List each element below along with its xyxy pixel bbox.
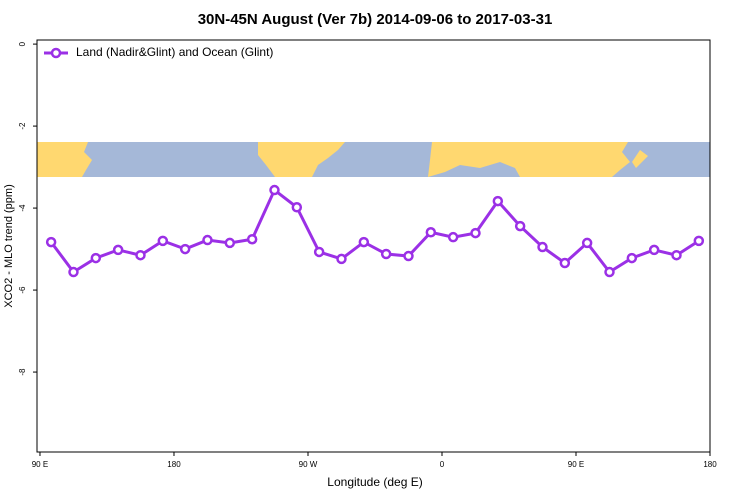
data-point: [403, 250, 414, 262]
data-point: [45, 236, 57, 248]
x-tick-label: 90 E: [568, 460, 584, 469]
y-tick-label: -2: [18, 122, 27, 130]
data-point: [336, 253, 347, 265]
data-point: [68, 266, 79, 278]
data-point: [112, 244, 124, 256]
data-point: [648, 244, 660, 256]
data-point: [313, 246, 325, 258]
map-strip: [37, 142, 710, 177]
x-tick-label: 180: [167, 460, 181, 469]
data-point: [224, 237, 236, 249]
data-point: [671, 249, 682, 261]
plot-frame: [36, 39, 711, 453]
data-point: [626, 252, 638, 264]
data-point: [90, 252, 102, 264]
data-point: [157, 235, 169, 247]
x-tick-label: 90 W: [299, 460, 318, 469]
data-point: [269, 184, 280, 196]
data-point: [380, 248, 392, 260]
y-tick-label: 0: [18, 41, 27, 46]
x-tick-label: 180: [703, 460, 717, 469]
legend-label: Land (Nadir&Glint) and Ocean (Glint): [76, 45, 273, 59]
legend-marker: [50, 47, 62, 59]
data-point: [202, 234, 213, 246]
x-axis-label: Longitude (deg E): [327, 475, 422, 489]
y-tick-label: -4: [18, 204, 27, 212]
x-tick-label: 90 E: [32, 460, 48, 469]
x-tick-label: 0: [440, 460, 445, 469]
y-axis-label: XCO2 - MLO trend (ppm): [3, 184, 15, 307]
y-tick-label: -8: [18, 368, 27, 376]
data-point: [693, 235, 705, 247]
data-point: [537, 241, 548, 253]
data-point: [135, 249, 146, 261]
data-point: [470, 227, 481, 239]
data-point: [246, 233, 258, 245]
data-point: [425, 227, 437, 238]
data-point: [358, 236, 370, 248]
data-point: [492, 195, 504, 207]
data-point: [559, 257, 571, 269]
data-point: [604, 266, 615, 278]
y-tick-label: -6: [18, 286, 27, 294]
chart-title: 30N-45N August (Ver 7b) 2014-09-06 to 20…: [198, 11, 553, 28]
data-point: [581, 237, 593, 249]
data-point: [179, 243, 191, 255]
data-line: [49, 187, 700, 275]
data-point: [514, 220, 526, 232]
data-point: [291, 202, 303, 213]
data-point: [447, 231, 459, 243]
